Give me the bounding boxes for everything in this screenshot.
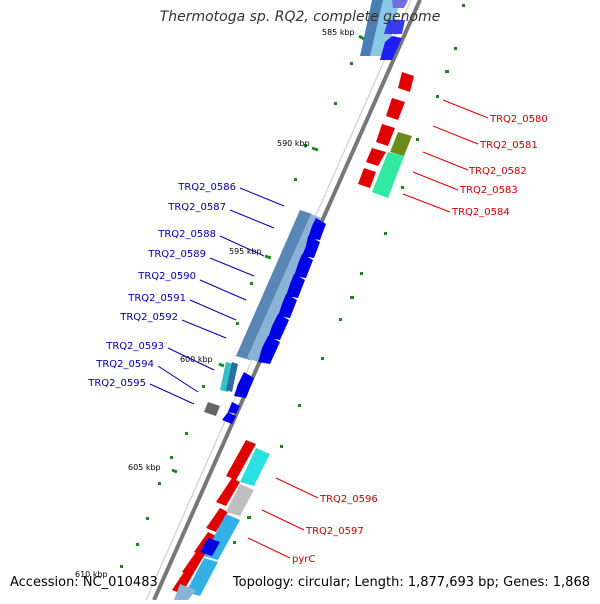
label-TRQ2_0588: TRQ2_0588 [157,229,216,240]
label-TRQ2_0596: TRQ2_0596 [319,494,378,505]
tick-label-595: 595 kbp [229,247,262,256]
gene-TRQ2_0583 [390,132,412,156]
label-TRQ2_0595: TRQ2_0595 [87,378,146,389]
label-TRQ2_0580: TRQ2_0580 [489,114,548,125]
gene-TRQ2_0594 [234,372,254,398]
tick-label-605: 605 kbp [128,463,161,472]
gene-feature [370,0,400,56]
gene-feature [206,508,228,532]
gene-feature [380,36,402,60]
gene-feature [384,20,405,34]
label-TRQ2_0584: TRQ2_0584 [451,207,510,218]
right-leaders [247,99,489,559]
label-TRQ2_0589: TRQ2_0589 [147,249,206,260]
gene-feature [226,362,238,392]
gene-TRQ2_0587 [302,236,320,258]
gene-TRQ2_0580 [398,72,414,92]
gene-TRQ2_0588 [294,254,313,278]
genome-summary-text: Topology: circular; Length: 1,877,693 bp… [232,575,590,590]
gene-TRQ2_0590 [278,294,297,318]
tick-label-610: 610 kbp [75,570,108,579]
gene-feature [182,552,204,576]
label-TRQ2_0586: TRQ2_0586 [177,182,236,193]
kbp-tick-marks [171,34,365,474]
label-TRQ2_0593: TRQ2_0593 [105,341,164,352]
gene-feature [366,148,386,166]
label-TRQ2_0582: TRQ2_0582 [468,166,527,177]
gene-feature [236,210,312,360]
label-TRQ2_0594: TRQ2_0594 [95,359,154,370]
gene-feature [247,214,321,362]
reverse-features-top [360,0,408,60]
gene-feature [172,572,192,594]
gene-TRQ2_0584 [372,152,404,198]
label-TRQ2_0592: TRQ2_0592 [119,312,178,323]
gene-feature [216,478,240,506]
forward-features-lower [172,440,270,600]
left-leaders [149,187,285,405]
tick-label-585: 585 kbp [322,28,355,37]
label-TRQ2_0583: TRQ2_0583 [459,185,518,196]
gene-feature [222,412,236,424]
gene-pyrC [200,538,220,556]
gene-TRQ2_0581 [386,98,405,120]
label-TRQ2_0587: TRQ2_0587 [167,202,226,213]
label-TRQ2_0591: TRQ2_0591 [127,293,186,304]
gene-TRQ2_0592 [258,336,280,364]
label-pyrC: pyrC [292,554,315,565]
right-labels: TRQ2_0580 TRQ2_0581 TRQ2_0582 TRQ2_0583 … [292,114,548,565]
gene-feature [228,402,240,414]
label-TRQ2_0590: TRQ2_0590 [137,271,196,282]
gene-TRQ2_0591 [268,314,289,340]
accession-text: Accession: NC_010483 [10,575,158,590]
left-dotted-track [120,62,353,568]
gene-feature [240,448,270,486]
gene-feature [392,0,408,8]
gene-feature [226,484,254,516]
label-TRQ2_0581: TRQ2_0581 [479,140,538,151]
tick-label-590: 590 kbp [277,139,310,148]
gene-TRQ2_0596 [226,440,256,480]
gene-feature [186,558,218,596]
gene-feature [358,168,376,188]
map-title: Thermotoga sp. RQ2, complete genome [159,9,441,25]
right-dotted-track [233,4,465,544]
reverse-features-middle [204,210,326,424]
gene-feature [174,584,196,600]
gene-TRQ2_0589 [286,274,305,298]
gene-TRQ2_0586 [308,218,326,240]
label-TRQ2_0597: TRQ2_0597 [305,526,364,537]
forward-features-upper [358,72,414,198]
tick-label-600: 600 kbp [180,355,213,364]
gene-TRQ2_0595 [204,402,220,416]
left-labels: TRQ2_0586 TRQ2_0587 TRQ2_0588 TRQ2_0589 … [87,182,236,389]
gene-feature [360,0,384,56]
gene-TRQ2_0582 [376,124,395,146]
